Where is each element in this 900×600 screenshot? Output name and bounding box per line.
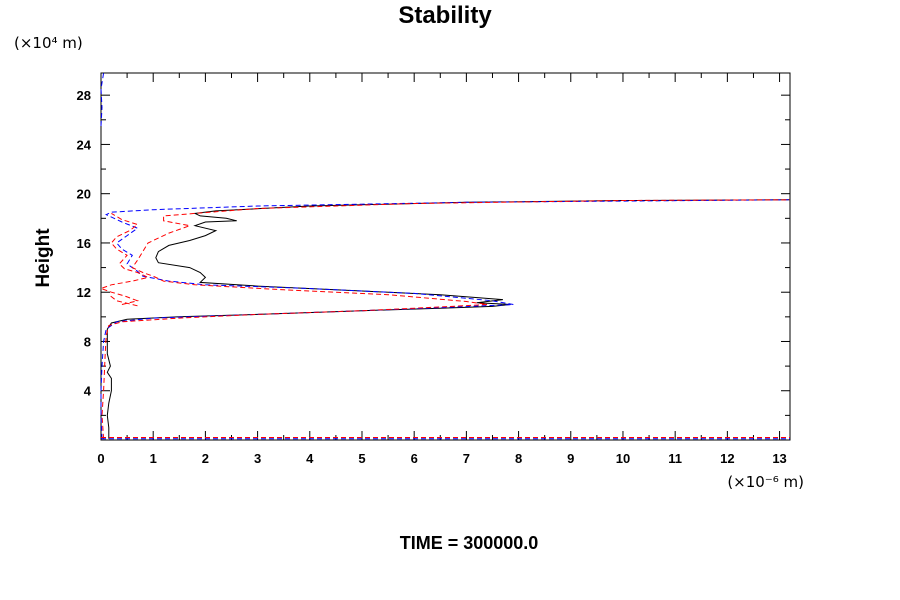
y-tick-label: 20 <box>77 187 91 202</box>
chart-title: Stability <box>398 2 492 29</box>
x-tick-label: 4 <box>306 451 314 466</box>
series-line-4 <box>99 212 150 305</box>
x-axis-ticks: 0 1 2 3 4 5 6 7 8 9 10 11 12 13 <box>97 73 787 466</box>
x-tick-label: 11 <box>668 451 682 466</box>
x-tick-label: 7 <box>463 451 470 466</box>
x-tick-label: 2 <box>202 451 209 466</box>
y-axis-label: Height <box>33 228 54 288</box>
x-tick-label: 9 <box>567 451 574 466</box>
y-tick-label: 16 <box>77 236 91 251</box>
y-tick-label: 4 <box>84 384 92 399</box>
series-layer <box>99 72 791 440</box>
series-line-5 <box>108 294 138 307</box>
series-line-1 <box>106 199 791 439</box>
x-unit-label: (×10⁻⁶ m) <box>727 473 804 491</box>
y-axis-ticks: 4 8 12 16 20 24 28 <box>77 88 790 416</box>
x-tick-label: 1 <box>150 451 157 466</box>
series-line-3 <box>101 199 791 439</box>
x-tick-label: 0 <box>97 451 104 466</box>
x-tick-label: 10 <box>616 451 630 466</box>
x-tick-label: 13 <box>772 451 786 466</box>
plot-frame <box>100 72 791 441</box>
y-unit-label: (×10⁴ m) <box>14 34 83 52</box>
series-line-2 <box>100 199 791 439</box>
x-tick-label: 8 <box>515 451 522 466</box>
x-tick-label: 12 <box>720 451 734 466</box>
time-annotation: TIME = 300000.0 <box>400 533 539 553</box>
x-tick-label: 3 <box>254 451 261 466</box>
y-tick-label: 24 <box>77 137 92 152</box>
x-tick-label: 6 <box>411 451 418 466</box>
y-tick-label: 28 <box>77 88 91 103</box>
x-tick-label: 5 <box>358 451 365 466</box>
y-tick-label: 8 <box>84 334 91 349</box>
series-line-6 <box>100 72 105 127</box>
y-tick-label: 12 <box>77 285 91 300</box>
